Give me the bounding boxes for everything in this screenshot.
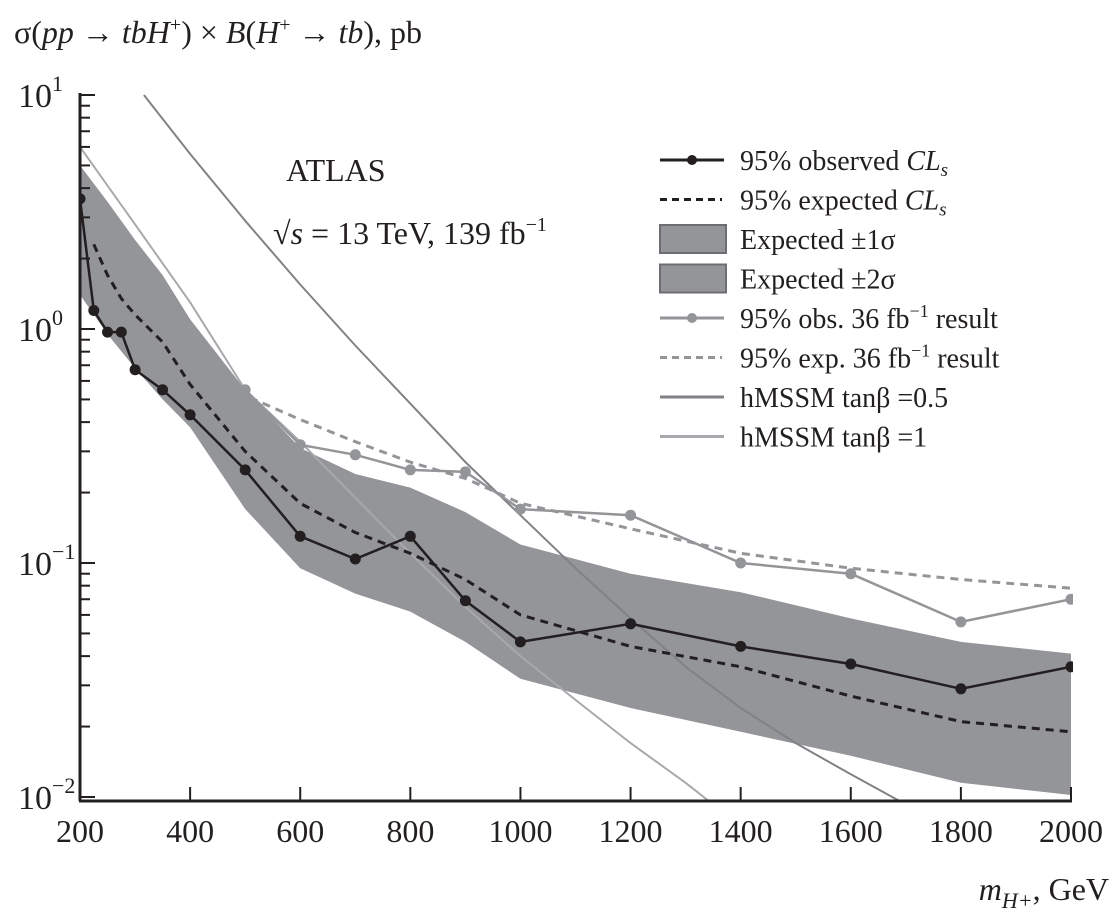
legend-entry-obs36: 95% obs. 36 fb−1 result (660, 301, 998, 335)
observed-cls-point (404, 530, 416, 542)
expected-36fb-line (106, 262, 1072, 590)
legend: 95% observed CLs 95% expected CLs Expected… (659, 146, 1000, 454)
y-tick-label: 10−2 (18, 773, 75, 817)
legend-entry-hmssm1: hMSSM tanβ =1 (660, 423, 927, 454)
observed-cls-point (349, 553, 361, 565)
expected-cls-line (92, 243, 1072, 734)
x-tick-label: 200 (56, 813, 104, 849)
observed-36fb-point (102, 300, 113, 312)
observed-cls-point (514, 636, 526, 648)
observed-cls-point (625, 618, 637, 630)
observed-cls-point (735, 640, 747, 652)
observed-36fb-point (1065, 593, 1073, 605)
x-tick-label: 1800 (929, 813, 993, 849)
legend-label: hMSSM tanβ =1 (740, 423, 927, 454)
observed-cls-point (115, 326, 127, 338)
energy-luminosity-label: √s = 13 TeV, 139 fb−1 (273, 214, 547, 251)
x-tick-label: 1600 (819, 813, 883, 849)
observed-36fb-point (239, 384, 251, 396)
expected-band (80, 165, 1071, 795)
observed-36fb-point (349, 449, 361, 461)
legend-label: 95% expected CLs (740, 186, 946, 221)
observed-36fb-point (459, 466, 471, 478)
observed-36fb-point (625, 509, 637, 521)
x-tick-label: 1000 (488, 813, 552, 849)
observed-cls-point (184, 409, 196, 421)
legend-label: Expected ±1σ (740, 225, 896, 256)
observed-36fb-point (294, 439, 306, 451)
observed-cls-point (459, 595, 471, 607)
x-axis-label: mH+, GeV (979, 871, 1109, 913)
x-tick-label: 800 (386, 813, 434, 849)
y-tick-label: 100 (18, 305, 63, 349)
observed-36fb-point (845, 568, 857, 580)
observed-cls-point (129, 364, 141, 376)
legend-label: Expected ±2σ (740, 265, 896, 296)
legend-swatch-marker (687, 313, 697, 323)
legend-entry-obs: 95% observed CLs (660, 146, 948, 181)
observed-36fb-point (404, 464, 416, 476)
legend-entry-band1: Expected ±1σ (659, 224, 896, 256)
hmssm-tanb-0.5-line (143, 94, 900, 800)
observed-36fb-point (514, 503, 526, 515)
legend-entry-hmssm05: hMSSM tanβ =0.5 (660, 383, 948, 414)
observed-cls-point (157, 384, 169, 396)
observed-cls-point (955, 683, 967, 695)
observed-cls-point (88, 305, 100, 316)
legend-swatch-box (659, 224, 727, 254)
legend-swatch-box (659, 263, 727, 294)
x-tick-label: 600 (276, 813, 324, 849)
observed-36fb-point (955, 616, 967, 628)
y-axis-label: σ(pp → tbH+) × B(H+ → tb), pb (14, 14, 422, 50)
legend-swatch-marker (687, 155, 697, 165)
x-tick-label: 400 (166, 813, 214, 849)
observed-cls-point (1065, 661, 1073, 673)
legend-label: hMSSM tanβ =0.5 (740, 383, 948, 414)
observed-36fb-point (735, 557, 747, 569)
legend-entry-band2: Expected ±2σ (659, 263, 896, 296)
x-tick-label: 1200 (599, 813, 663, 849)
legend-label: 95% observed CLs (740, 146, 948, 181)
observed-cls-point (294, 530, 306, 542)
x-tick-label: 2000 (1039, 813, 1103, 849)
legend-entry-exp36: 95% exp. 36 fb−1 result (660, 341, 1000, 375)
observed-36fb-point (157, 372, 169, 384)
observed-36fb-point (184, 393, 196, 405)
observed-cls-point (845, 658, 857, 670)
legend-label: 95% obs. 36 fb−1 result (740, 301, 998, 335)
observed-cls-point (102, 326, 113, 338)
legend-entry-exp: 95% expected CLs (660, 186, 946, 221)
y-tick-label: 10−1 (18, 539, 75, 583)
x-tick-label: 1400 (709, 813, 773, 849)
experiment-label: ATLAS (286, 152, 386, 188)
observed-cls-point (239, 464, 251, 476)
y-tick-label: 101 (18, 71, 63, 115)
legend-label: 95% exp. 36 fb−1 result (740, 341, 1000, 375)
